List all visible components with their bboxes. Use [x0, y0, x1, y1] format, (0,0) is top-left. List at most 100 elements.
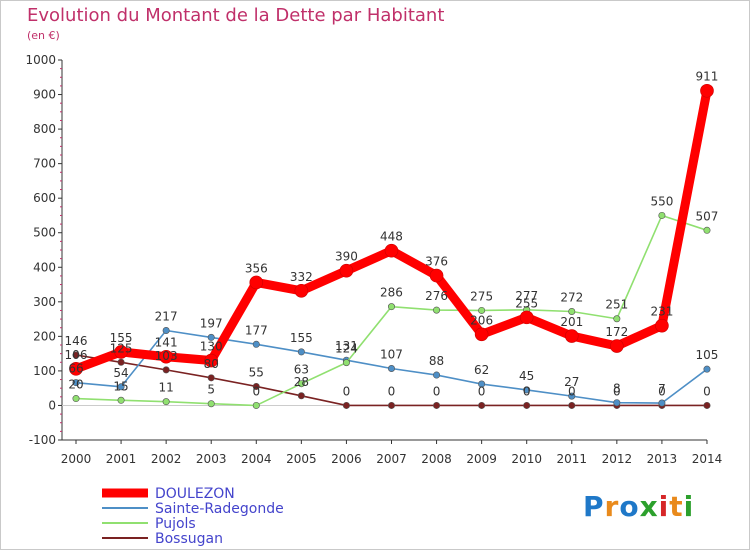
data-label: 7 [658, 382, 666, 396]
logo-letter: i [683, 490, 695, 523]
data-point [429, 268, 444, 283]
data-label: 0 [433, 384, 441, 398]
data-label: 63 [294, 363, 309, 377]
data-label: 332 [290, 270, 313, 284]
data-point [69, 362, 83, 376]
y-tick-label: 400 [33, 260, 56, 274]
data-label: 125 [110, 341, 133, 355]
y-tick-label: -100 [29, 433, 56, 447]
x-tick-label: 2006 [331, 452, 362, 466]
data-point [249, 275, 264, 290]
data-point [387, 364, 395, 372]
data-point [252, 382, 260, 390]
data-label: 5 [207, 383, 215, 397]
legend-label: DOULEZON [155, 486, 235, 502]
data-point [117, 383, 125, 391]
data-label: 20 [68, 378, 83, 392]
data-label: 124 [335, 342, 358, 356]
data-point [478, 380, 486, 388]
unit-label: (en €) [27, 29, 60, 42]
legend-label: Bossugan [155, 531, 223, 547]
data-point [162, 398, 170, 406]
data-label: 0 [252, 384, 260, 398]
data-label: 286 [380, 286, 403, 300]
data-point [474, 327, 489, 342]
data-label: 54 [113, 366, 128, 380]
data-point [433, 401, 441, 409]
data-point [162, 366, 170, 374]
logo-letter: x [639, 490, 659, 523]
data-point [703, 365, 711, 373]
data-point [204, 353, 219, 368]
data-point [568, 307, 576, 315]
data-label: 45 [519, 369, 534, 383]
data-label: 390 [335, 250, 358, 264]
data-point [519, 310, 534, 325]
x-tick-label: 2013 [647, 452, 678, 466]
data-label: 275 [470, 289, 493, 303]
logo-letter: i [658, 490, 670, 523]
data-point [117, 396, 125, 404]
data-label: 130 [200, 340, 223, 354]
data-point [387, 401, 395, 409]
data-point [564, 329, 579, 343]
data-point [207, 374, 215, 382]
y-tick-label: 500 [33, 226, 56, 240]
data-point [252, 340, 260, 348]
data-point [159, 349, 173, 364]
data-point [703, 401, 711, 409]
chart-title: Evolution du Montant de la Dette par Hab… [27, 5, 445, 26]
data-label: 507 [696, 209, 719, 223]
x-tick-label: 2004 [241, 452, 272, 466]
data-point [478, 306, 486, 314]
data-point [703, 226, 711, 234]
x-tick-label: 2003 [196, 452, 227, 466]
data-point [297, 348, 305, 356]
proxiti-logo: Proxiti [583, 490, 694, 523]
data-point [297, 380, 305, 388]
data-label: 231 [650, 305, 673, 319]
data-point [613, 315, 621, 323]
data-point [207, 333, 215, 341]
data-label: 197 [200, 316, 223, 330]
data-label: 88 [429, 354, 444, 368]
data-point [610, 339, 624, 353]
data-label: 80 [204, 357, 219, 371]
data-label: 141 [155, 336, 178, 350]
data-point [478, 401, 486, 409]
y-tick-label: 1000 [25, 53, 56, 67]
data-label: 0 [568, 384, 576, 398]
x-tick-label: 2008 [421, 452, 452, 466]
data-label: 376 [425, 255, 448, 269]
data-label: 105 [696, 348, 719, 362]
legend-label: Sainte-Radegonde [155, 501, 284, 517]
data-label: 62 [474, 363, 489, 377]
x-tick-label: 2002 [151, 452, 182, 466]
data-point [568, 401, 576, 409]
data-label: 251 [605, 298, 628, 312]
data-label: 155 [110, 331, 133, 345]
data-point [523, 401, 531, 409]
data-point [387, 303, 395, 311]
data-label: 272 [560, 290, 583, 304]
data-point [162, 326, 170, 334]
data-point [342, 359, 350, 367]
logo-letter: P [583, 490, 605, 523]
x-tick-label: 2005 [286, 452, 317, 466]
y-tick-label: 800 [33, 122, 56, 136]
y-tick-label: 300 [33, 295, 56, 309]
x-tick-label: 2009 [466, 452, 497, 466]
data-point [117, 358, 125, 366]
data-label: 201 [560, 315, 583, 329]
data-label: 0 [523, 384, 531, 398]
y-tick-label: 600 [33, 191, 56, 205]
data-label: 276 [425, 289, 448, 303]
data-point [613, 399, 621, 407]
data-label: 217 [155, 309, 178, 323]
data-point [658, 399, 666, 407]
data-label: 66 [68, 362, 83, 376]
x-tick-label: 2001 [106, 452, 137, 466]
data-point [72, 379, 80, 387]
